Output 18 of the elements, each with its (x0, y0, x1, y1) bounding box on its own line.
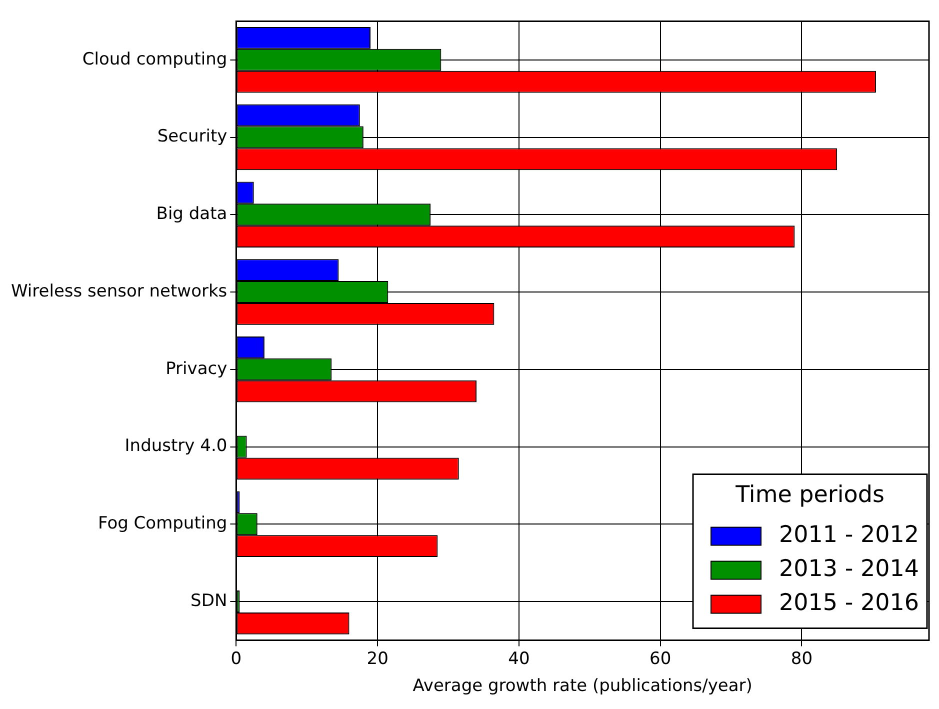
y-tick-label: Fog Computing (98, 514, 228, 534)
legend-label: 2011 - 2012 (779, 522, 920, 548)
y-tick-label: Security (157, 126, 228, 147)
x-tick-label: 20 (366, 648, 388, 669)
x-tick-label: 0 (230, 648, 242, 669)
legend-label: 2015 - 2016 (779, 590, 920, 616)
x-tick-label: 40 (508, 648, 530, 669)
x-axis-title: Average growth rate (publications/year) (412, 676, 752, 696)
legend-label: 2013 - 2014 (779, 556, 920, 582)
y-tick-label: SDN (190, 590, 228, 611)
y-tick-label: Cloud computing (82, 49, 228, 70)
x-tick-label: 80 (790, 648, 813, 669)
y-tick-label: Big data (156, 204, 228, 224)
x-tick-label: 60 (650, 648, 672, 669)
y-tick-label: Industry 4.0 (124, 436, 228, 456)
legend-title: Time periods (734, 482, 884, 508)
y-tick-label: Privacy (166, 358, 228, 379)
y-tick-label: Wireless sensor networks (10, 281, 228, 302)
